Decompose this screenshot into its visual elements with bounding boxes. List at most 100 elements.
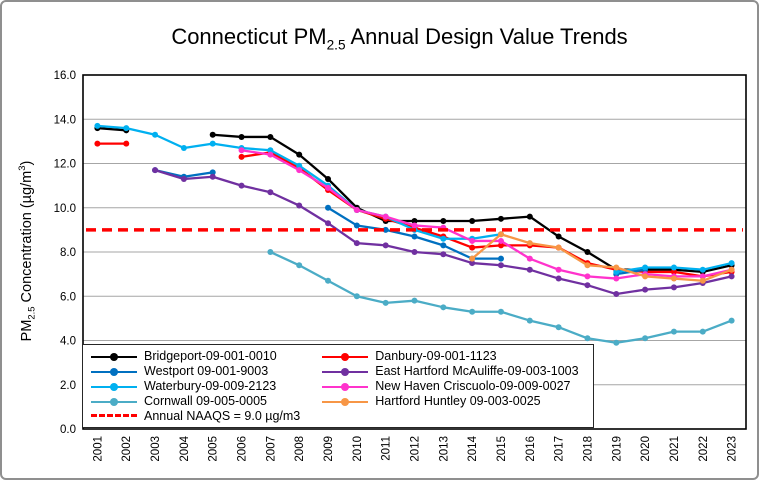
x-tick-label: 2011 [381, 436, 393, 461]
data-point-bridgeport [469, 218, 476, 225]
data-point-cornwall [699, 328, 706, 335]
series-line-bridgeport [212, 133, 732, 274]
data-point-east_hartford [325, 220, 332, 227]
data-point-new_haven [497, 237, 504, 244]
data-point-east_hartford [584, 282, 591, 289]
data-point-east_hartford [411, 249, 418, 255]
y-tick-label: 2.0 [60, 380, 76, 392]
data-point-danbury [497, 242, 504, 249]
y-tick-label: 8.0 [60, 247, 76, 259]
legend-item-hartford_huntley: Hartford Huntley 09-003-0025 [322, 395, 589, 408]
legend-label-cornwall: Cornwall 09-005-0005 [144, 394, 267, 408]
data-point-new_haven [469, 237, 476, 244]
data-point-bridgeport [209, 131, 216, 138]
x-tick-label: 2016 [525, 436, 537, 462]
legend-swatch-east_hartford [322, 367, 369, 377]
data-point-bridgeport [325, 175, 332, 182]
legend-swatch-waterbury [91, 382, 137, 392]
data-point-hartford_huntley [469, 255, 476, 262]
x-tick-label: 2006 [237, 436, 249, 462]
series-line-bridgeport [97, 126, 127, 132]
series-east_hartford [152, 167, 735, 298]
data-point-waterbury [152, 131, 159, 138]
y-tick-label: 12.0 [54, 159, 76, 171]
data-point-cornwall [613, 339, 620, 346]
series-line-hartford_huntley [471, 233, 732, 282]
data-point-bridgeport [584, 249, 591, 255]
data-point-cornwall [382, 299, 389, 306]
x-tick-label: 2020 [640, 436, 652, 462]
x-tick-label: 2023 [727, 436, 739, 462]
data-point-east_hartford [180, 175, 187, 182]
data-point-waterbury [670, 264, 677, 271]
data-point-new_haven [613, 275, 620, 282]
data-point-waterbury [440, 235, 447, 242]
data-point-cornwall [526, 317, 533, 324]
data-point-waterbury [180, 145, 187, 152]
legend-item-cornwall: Cornwall 09-005-0005 [91, 395, 318, 408]
data-point-new_haven [382, 213, 389, 220]
data-point-bridgeport [296, 151, 303, 158]
x-tick-label: 2018 [582, 436, 594, 462]
series-danbury [94, 140, 735, 280]
plot-border [82, 74, 747, 430]
data-point-cornwall [411, 297, 418, 304]
x-tick-label: 2012 [410, 436, 422, 462]
data-point-waterbury [699, 266, 706, 273]
data-point-cornwall [642, 335, 649, 342]
data-point-cornwall [325, 277, 332, 284]
data-point-danbury [123, 140, 130, 147]
data-point-waterbury [642, 264, 649, 271]
series-line-new_haven [241, 149, 732, 280]
data-point-new_haven [238, 147, 245, 154]
legend-item-new_haven: New Haven Criscuolo-09-009-0027 [322, 380, 589, 393]
data-point-waterbury [613, 268, 620, 275]
data-point-east_hartford [267, 189, 274, 196]
chart-title: Connecticut PM2.5 Annual Design Value Tr… [62, 24, 737, 52]
data-point-east_hartford [296, 202, 303, 209]
legend-item-danbury: Danbury-09-001-1123 [322, 350, 589, 363]
data-point-westport [353, 222, 360, 229]
chart-title-subscript: 2.5 [326, 37, 346, 53]
legend-swatch-bridgeport [91, 352, 137, 362]
data-point-westport [497, 255, 504, 262]
data-point-cornwall [469, 308, 476, 315]
legend-label-bridgeport: Bridgeport-09-001-0010 [144, 349, 277, 363]
legend-label-east_hartford: East Hartford McAuliffe-09-003-1003 [375, 364, 579, 378]
legend-item-waterbury: Waterbury-09-009-2123 [91, 380, 318, 393]
x-tick-label: 2004 [179, 435, 191, 461]
data-point-new_haven [555, 266, 562, 273]
chart-title-suffix: Annual Design Value Trends [345, 24, 628, 49]
data-point-cornwall [584, 335, 591, 342]
data-point-westport [325, 204, 332, 211]
data-point-cornwall [267, 249, 274, 255]
data-point-cornwall [555, 324, 562, 331]
legend-label-naaqs: Annual NAAQS = 9.0 µg/m3 [144, 409, 301, 423]
legend-item-east_hartford: East Hartford McAuliffe-09-003-1003 [322, 365, 589, 378]
data-point-cornwall [296, 262, 303, 269]
data-point-waterbury [123, 125, 130, 132]
data-point-east_hartford [728, 273, 735, 280]
y-tick-label: 16.0 [54, 70, 76, 82]
x-tick-label: 2005 [208, 436, 220, 462]
data-point-east_hartford [353, 240, 360, 247]
data-point-bridgeport [497, 215, 504, 222]
data-point-new_haven [526, 255, 533, 262]
y-tick-label: 14.0 [54, 114, 76, 126]
data-point-danbury [469, 244, 476, 251]
data-point-east_hartford [382, 242, 389, 249]
data-point-cornwall [497, 308, 504, 315]
data-point-east_hartford [670, 284, 677, 291]
x-tick-label: 2022 [698, 436, 710, 462]
y-tick-label: 4.0 [60, 336, 76, 348]
data-point-east_hartford [440, 251, 447, 258]
data-point-hartford_huntley [526, 240, 533, 247]
x-tick-label: 2014 [467, 435, 479, 461]
y-tick-label: 10.0 [54, 203, 76, 215]
x-tick-label: 2013 [438, 436, 450, 462]
data-point-new_haven [584, 273, 591, 280]
x-tick-label: 2015 [496, 436, 508, 462]
x-tick-label: 2017 [554, 436, 566, 462]
data-point-danbury [670, 268, 677, 275]
